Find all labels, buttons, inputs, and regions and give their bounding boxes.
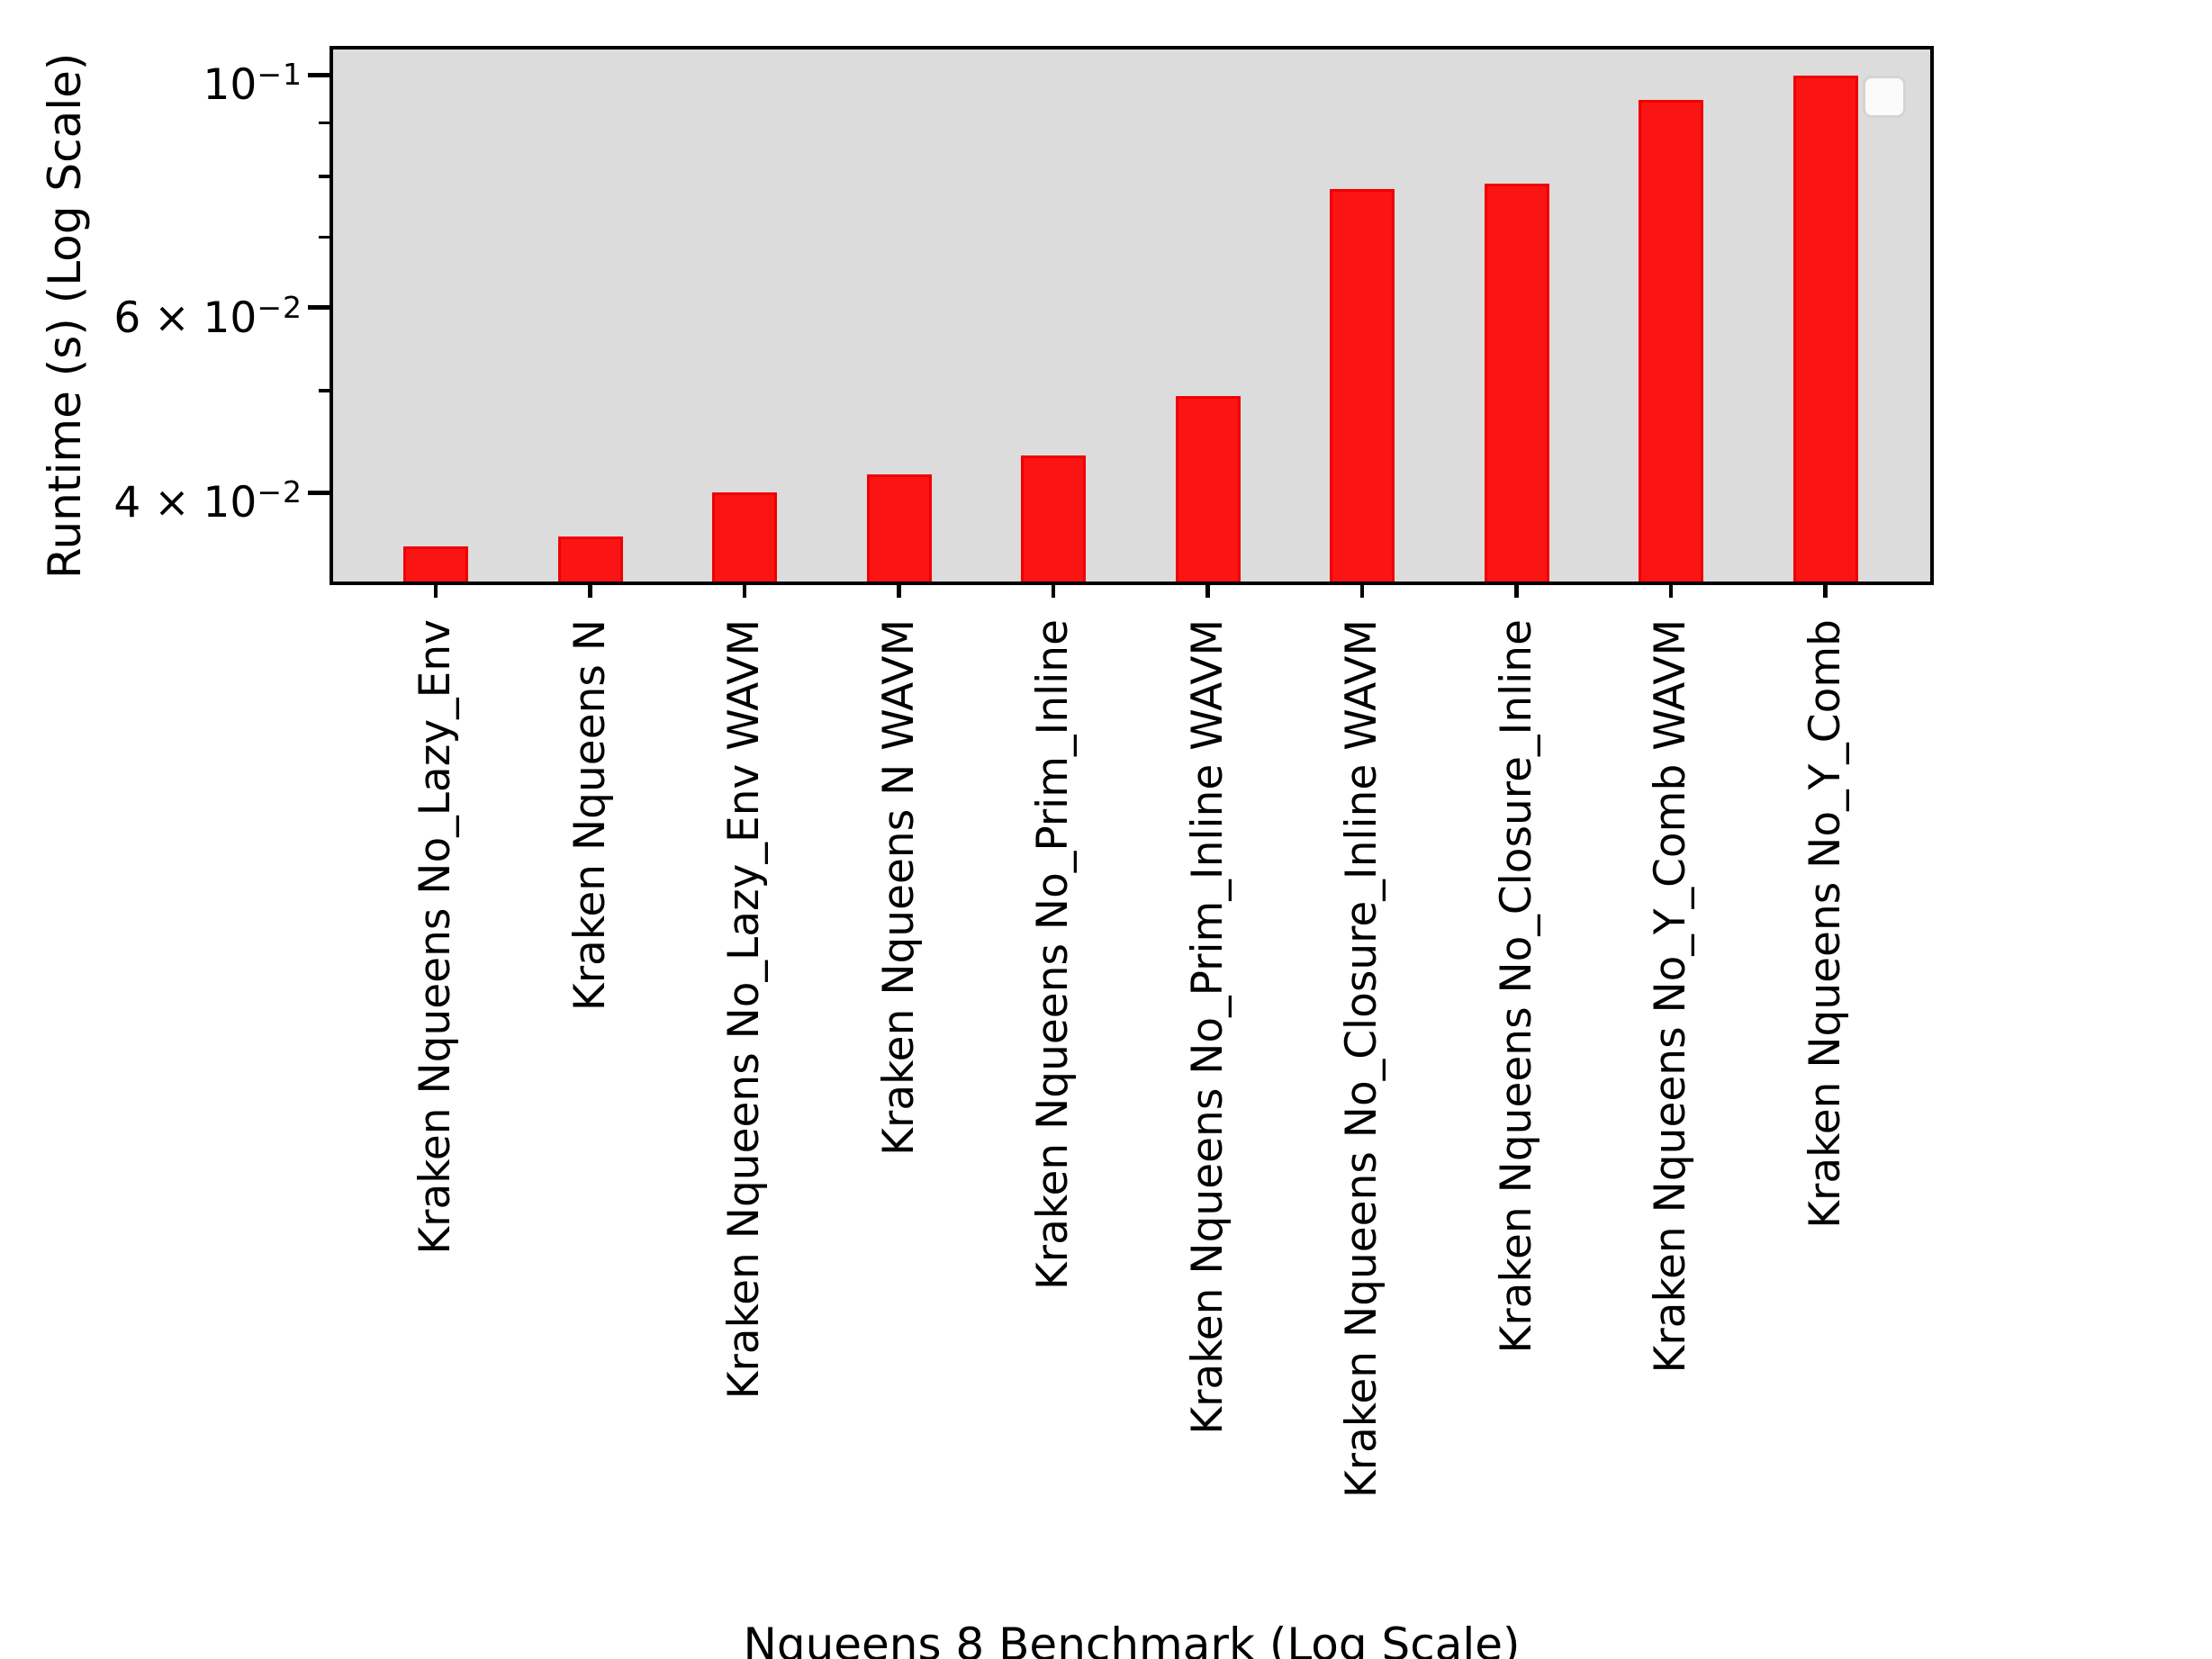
x-category-label-8: Kraken Nqueens No_Closure_Inline (1491, 619, 1541, 1354)
x-axis-title: Nqueens 8 Benchmark (Log Scale) (743, 1618, 1521, 1659)
x-category-label-5: Kraken Nqueens No_Prim_Inline (1028, 619, 1078, 1291)
bar-6 (1175, 396, 1241, 582)
bar-3 (712, 492, 777, 582)
bar-1 (403, 546, 468, 582)
bar-5 (1021, 455, 1086, 582)
y-minor-tick-2 (319, 175, 333, 178)
y-major-tick-1 (308, 72, 333, 77)
x-category-label-2: Kraken Nqueens N (564, 619, 615, 1012)
x-tick-6 (1205, 582, 1210, 598)
x-category-label-7: Kraken Nqueens No_Closure_Inline WAVM (1337, 619, 1386, 1499)
x-tick-4 (897, 582, 901, 598)
x-category-label-1: Kraken Nqueens No_Lazy_Env (411, 619, 460, 1255)
x-tick-7 (1359, 582, 1365, 598)
y-major-tick-3 (308, 490, 333, 495)
y-tick-label-2: 6 × 10−2 (113, 289, 302, 343)
legend-box (1863, 76, 1906, 118)
bar-7 (1330, 189, 1395, 582)
x-category-label-9: Kraken Nqueens No_Y_Comb WAVM (1646, 619, 1695, 1374)
x-category-label-3: Kraken Nqueens No_Lazy_Env WAVM (719, 619, 769, 1400)
x-tick-3 (742, 582, 747, 598)
bar-2 (557, 536, 623, 582)
bar-4 (866, 474, 932, 582)
x-tick-10 (1823, 582, 1828, 598)
x-category-label-10: Kraken Nqueens No_Y_Comb (1800, 619, 1850, 1229)
y-minor-tick-3 (319, 235, 333, 239)
bar-10 (1792, 75, 1858, 582)
y-minor-tick-4 (319, 389, 333, 392)
bar-9 (1639, 99, 1703, 582)
x-tick-8 (1514, 582, 1519, 598)
x-category-label-6: Kraken Nqueens No_Prim_Inline WAVM (1182, 619, 1232, 1435)
y-tick-label-3: 4 × 10−2 (113, 474, 302, 528)
x-tick-9 (1668, 582, 1674, 598)
x-tick-2 (588, 582, 592, 598)
y-tick-label-1: 10−1 (203, 57, 302, 111)
x-category-label-4: Kraken Nqueens N WAVM (873, 619, 924, 1156)
bar-8 (1484, 184, 1549, 582)
x-tick-5 (1051, 582, 1056, 598)
y-minor-tick-1 (319, 121, 333, 125)
x-tick-1 (433, 582, 438, 598)
y-major-tick-2 (308, 305, 333, 311)
